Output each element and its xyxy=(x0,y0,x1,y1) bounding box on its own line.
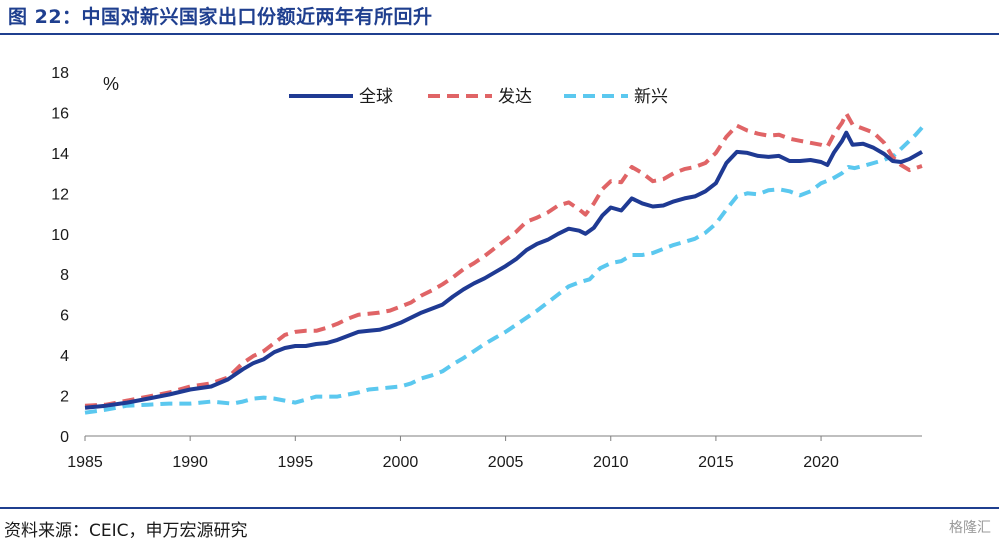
legend-label-1: 全球 xyxy=(359,87,393,107)
chart-legend: 全球 发达 新兴 xyxy=(289,87,668,107)
x-tick-label: 2005 xyxy=(488,454,524,471)
y-tick-label: 6 xyxy=(60,308,69,325)
x-tick-label: 2015 xyxy=(698,454,734,471)
y-tick-label: 4 xyxy=(60,348,69,365)
y-tick-label: 12 xyxy=(51,186,69,203)
x-tick-label: 2020 xyxy=(803,454,839,471)
y-unit-label: % xyxy=(103,74,119,94)
series-line-3 xyxy=(84,126,924,415)
chart-axes: 0 2 4 6 8 10 12 14 16 18 1985 1990 1995 2000 2005 2010 2… xyxy=(51,65,922,471)
y-tick-label: 14 xyxy=(51,146,69,163)
y-tick-label: 0 xyxy=(60,429,69,446)
source-note: 资料来源：CEIC，申万宏源研究 xyxy=(4,521,248,541)
y-tick-label: 18 xyxy=(51,65,69,82)
chart-title: 图 22：中国对新兴国家出口份额近两年有所回升 xyxy=(8,6,433,28)
series-layer xyxy=(84,111,924,415)
y-tick-label: 8 xyxy=(60,267,69,284)
title-divider xyxy=(0,33,999,35)
y-tick-label: 2 xyxy=(60,389,69,406)
watermark-logo: 格隆汇 xyxy=(949,520,991,536)
series-line-2 xyxy=(84,111,923,408)
y-tick-label: 10 xyxy=(51,227,69,244)
x-tick-label: 2000 xyxy=(383,454,419,471)
x-tick-label: 1990 xyxy=(172,454,208,471)
line-chart: 0 2 4 6 8 10 12 14 16 18 1985 1990 1995 2000 2005 2010 2… xyxy=(51,65,924,471)
x-tick-label: 1985 xyxy=(67,454,103,471)
x-tick-label: 2010 xyxy=(593,454,629,471)
y-tick-label: 16 xyxy=(51,105,69,122)
x-tick-label: 1995 xyxy=(278,454,314,471)
series-line-1 xyxy=(84,130,923,410)
legend-label-2: 发达 xyxy=(498,87,532,107)
footer-divider xyxy=(0,507,999,509)
legend-label-3: 新兴 xyxy=(634,87,668,107)
